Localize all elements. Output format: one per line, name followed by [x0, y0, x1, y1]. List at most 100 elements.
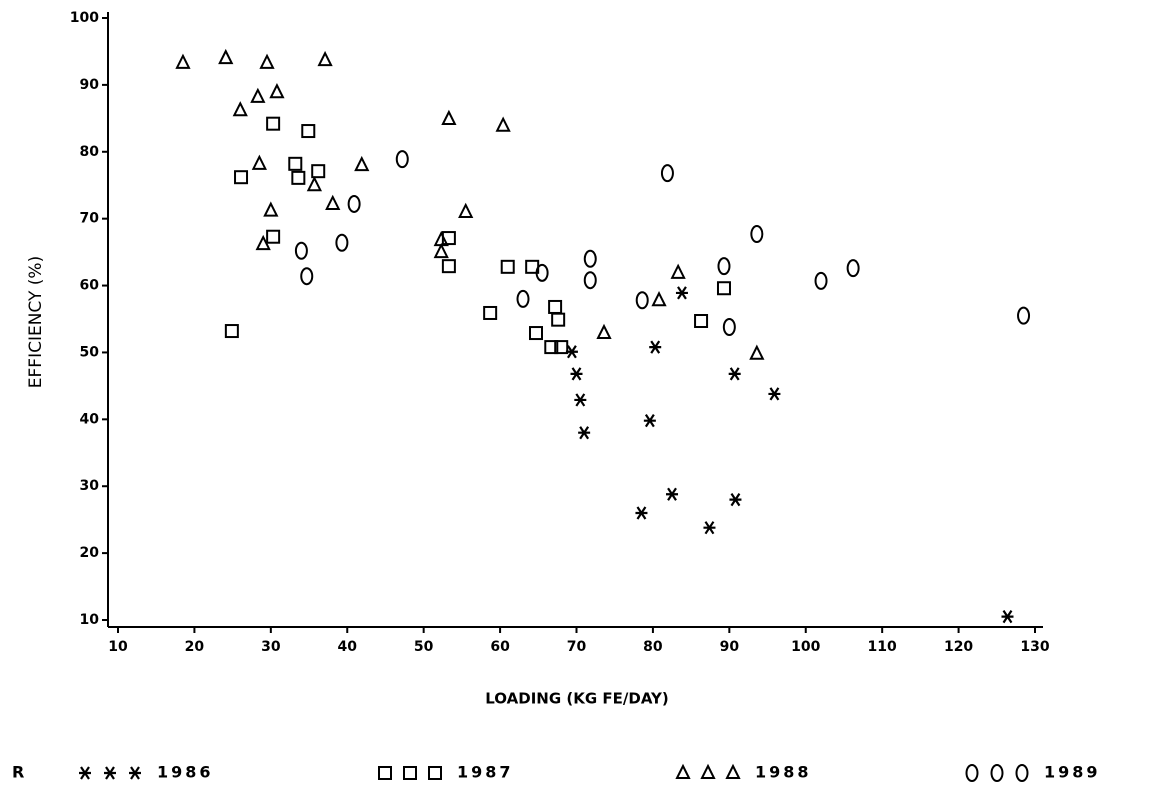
data-point [291, 170, 306, 185]
y-tick-label: 80 [80, 144, 100, 160]
data-point [551, 312, 566, 327]
data-point [441, 259, 456, 274]
x-tick-label: 20 [185, 639, 205, 655]
data-point [583, 249, 597, 268]
data-point [635, 291, 649, 310]
data-point [266, 116, 281, 131]
y-tick-label: 10 [80, 612, 100, 628]
data-point [749, 344, 765, 360]
data-point [300, 267, 314, 286]
legend-marker [1015, 764, 1029, 782]
x-tick-label: 30 [261, 639, 281, 655]
data-point [458, 202, 474, 218]
data-point [234, 170, 249, 185]
data-point [266, 229, 281, 244]
legend-label: 1986 [157, 763, 214, 782]
legend-label: 1989 [1044, 763, 1101, 782]
data-point [666, 487, 679, 501]
data-point [395, 150, 409, 169]
data-point [441, 109, 457, 126]
x-tick-label: 50 [414, 639, 434, 655]
data-point [544, 340, 559, 355]
data-point [583, 271, 597, 290]
data-point [728, 367, 741, 381]
legend-marker [725, 763, 741, 779]
legend-marker [129, 766, 141, 780]
legend-label: 1988 [755, 763, 812, 782]
data-point [535, 263, 549, 282]
data-point [554, 340, 569, 355]
data-point [500, 259, 515, 274]
legend-marker [990, 764, 1004, 782]
y-tick-label: 60 [80, 278, 100, 294]
legend-marker [965, 764, 979, 782]
data-point [335, 233, 349, 252]
data-point [670, 263, 686, 279]
data-point [218, 48, 234, 65]
x-tick-label: 100 [791, 639, 820, 655]
y-tick-label: 100 [70, 10, 99, 26]
data-point [574, 393, 587, 407]
x-tick-label: 60 [490, 639, 510, 655]
data-point [570, 367, 583, 381]
legend-marker [403, 766, 417, 780]
data-point [643, 414, 656, 428]
legend-marker [428, 766, 442, 780]
y-axis-label: EFFICIENCY (%) [26, 256, 46, 388]
data-point [232, 101, 248, 117]
data-point [649, 340, 662, 354]
data-point [651, 291, 667, 307]
y-tick-label: 50 [80, 344, 100, 360]
data-point [729, 492, 742, 507]
data-point [528, 326, 543, 341]
x-tick-label: 10 [108, 639, 128, 655]
data-point [495, 116, 511, 132]
data-point [703, 521, 716, 535]
x-tick-label: 120 [944, 639, 973, 655]
legend-marker [79, 766, 91, 780]
x-tick-label: 80 [643, 639, 663, 655]
y-tick-label: 30 [80, 478, 100, 494]
data-point [483, 305, 498, 320]
data-point [814, 271, 828, 290]
y-tick-label: 70 [80, 211, 100, 227]
legend-title: R [12, 763, 27, 782]
data-point [263, 201, 279, 217]
data-point [516, 289, 530, 308]
data-point [259, 53, 275, 69]
legend-marker [675, 763, 691, 779]
legend-marker [104, 766, 116, 780]
data-point [325, 194, 341, 210]
x-tick-label: 70 [567, 639, 587, 655]
data-point [596, 323, 612, 340]
data-point [578, 426, 591, 440]
y-tick-label: 90 [80, 77, 100, 93]
data-point [288, 156, 303, 171]
data-point [301, 124, 316, 139]
data-point [717, 257, 731, 276]
data-point [1017, 306, 1031, 325]
x-tick-label: 130 [1020, 639, 1049, 655]
data-point [251, 154, 267, 170]
data-point [768, 387, 781, 401]
y-tick-label: 40 [80, 411, 100, 427]
data-point [716, 281, 731, 296]
data-point [846, 259, 860, 278]
x-tick-label: 110 [868, 639, 897, 655]
data-point [660, 164, 674, 183]
data-point [294, 241, 308, 260]
data-point [250, 87, 266, 103]
data-point [175, 53, 191, 69]
legend-marker [378, 766, 392, 780]
data-point [255, 234, 271, 251]
data-point [354, 155, 370, 172]
data-point [750, 225, 764, 244]
data-point [311, 164, 326, 179]
data-point [722, 318, 736, 337]
legend-marker [700, 763, 716, 779]
data-point [269, 83, 285, 99]
x-tick-label: 40 [338, 639, 358, 655]
data-point [224, 324, 239, 339]
data-point [433, 242, 449, 259]
